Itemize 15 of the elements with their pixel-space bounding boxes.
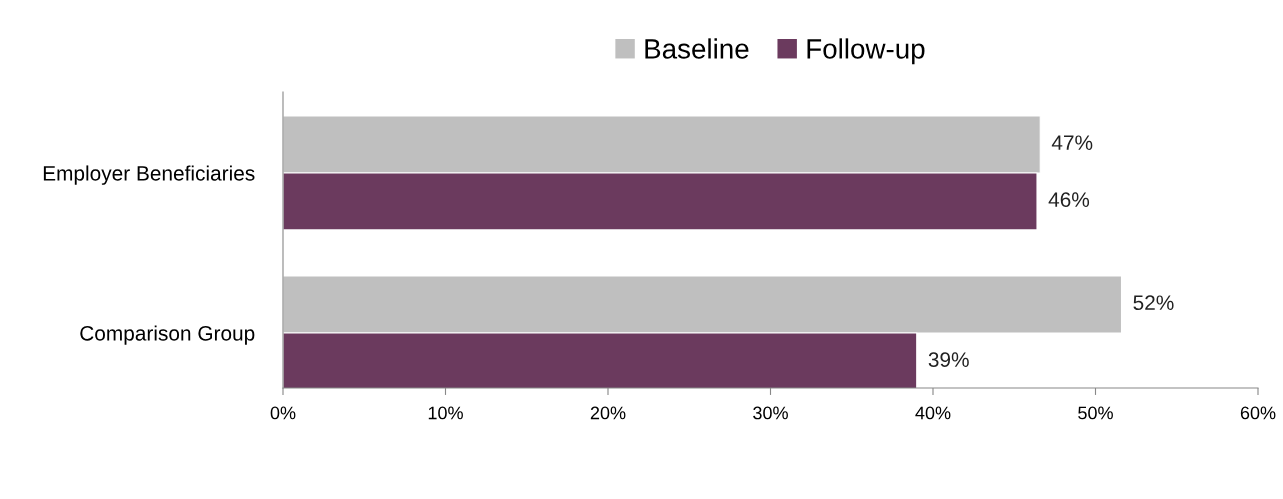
x-tick-label: 10%	[428, 406, 463, 420]
legend-label: Baseline	[645, 38, 749, 59]
y-tick-label: Employer Beneficiaries	[43, 165, 255, 185]
x-tick-label: 20%	[590, 406, 626, 420]
x-tick-label: 0%	[270, 406, 296, 420]
data-label: 39%	[928, 352, 969, 368]
x-tick-label: 60%	[1240, 406, 1276, 420]
y-tick-label: Comparison Group	[80, 325, 255, 345]
legend-label: Follow-up	[807, 38, 925, 65]
x-tick-label: 50%	[1078, 406, 1113, 420]
data-label: 52%	[1133, 295, 1174, 311]
data-label: 47%	[1051, 135, 1093, 150]
x-tick-label: 30%	[753, 406, 788, 420]
data-label: 46%	[1048, 192, 1090, 208]
x-tick-label: 40%	[915, 406, 951, 420]
